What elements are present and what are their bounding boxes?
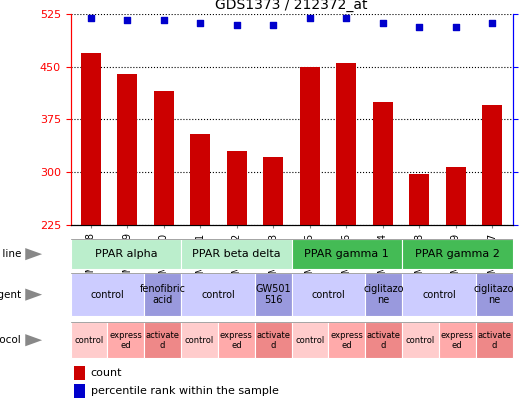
Bar bbox=[227, 151, 247, 383]
Text: express
ed: express ed bbox=[441, 330, 474, 350]
Point bbox=[342, 15, 350, 21]
Point bbox=[379, 19, 387, 26]
Text: cell line: cell line bbox=[0, 249, 21, 259]
Bar bbox=[476, 322, 513, 358]
Text: fenofibric
acid: fenofibric acid bbox=[140, 284, 186, 305]
Bar bbox=[373, 102, 393, 383]
Text: control: control bbox=[90, 290, 124, 300]
Bar bbox=[402, 322, 439, 358]
Text: PPAR beta delta: PPAR beta delta bbox=[192, 249, 281, 259]
Polygon shape bbox=[25, 288, 42, 301]
Text: control: control bbox=[295, 336, 325, 345]
Text: control: control bbox=[201, 290, 235, 300]
Point bbox=[86, 15, 95, 21]
Bar bbox=[476, 273, 513, 316]
Text: control: control bbox=[406, 336, 435, 345]
Text: percentile rank within the sample: percentile rank within the sample bbox=[90, 386, 279, 396]
Title: GDS1373 / 212372_at: GDS1373 / 212372_at bbox=[215, 0, 368, 12]
Bar bbox=[410, 174, 429, 383]
Bar bbox=[144, 273, 181, 316]
Text: agent: agent bbox=[0, 290, 21, 300]
Bar bbox=[71, 273, 144, 316]
Text: ciglitazo
ne: ciglitazo ne bbox=[363, 284, 404, 305]
Bar bbox=[190, 134, 210, 383]
Bar bbox=[255, 273, 292, 316]
Bar bbox=[402, 273, 476, 316]
Text: express
ed: express ed bbox=[331, 330, 363, 350]
Point bbox=[123, 17, 131, 24]
Text: activate
d: activate d bbox=[256, 330, 290, 350]
Bar bbox=[71, 322, 107, 358]
Text: express
ed: express ed bbox=[109, 330, 142, 350]
Bar bbox=[181, 322, 218, 358]
Point bbox=[196, 19, 204, 26]
Bar bbox=[292, 322, 328, 358]
Bar bbox=[439, 322, 476, 358]
Text: express
ed: express ed bbox=[220, 330, 253, 350]
Bar bbox=[365, 273, 402, 316]
Text: PPAR alpha: PPAR alpha bbox=[95, 249, 157, 259]
Text: control: control bbox=[422, 290, 456, 300]
Bar bbox=[107, 322, 144, 358]
Text: protocol: protocol bbox=[0, 335, 21, 345]
Text: count: count bbox=[90, 368, 122, 378]
Text: activate
d: activate d bbox=[367, 330, 401, 350]
Bar bbox=[446, 167, 466, 383]
Bar bbox=[181, 273, 255, 316]
Point bbox=[305, 15, 314, 21]
Bar bbox=[292, 239, 402, 269]
Bar bbox=[81, 53, 101, 383]
Text: GW501
516: GW501 516 bbox=[255, 284, 291, 305]
Point bbox=[488, 19, 497, 26]
Point bbox=[269, 21, 278, 28]
Bar bbox=[218, 322, 255, 358]
Bar bbox=[328, 322, 365, 358]
Bar bbox=[292, 273, 365, 316]
Bar bbox=[255, 322, 292, 358]
Bar bbox=[154, 92, 174, 383]
Text: activate
d: activate d bbox=[477, 330, 511, 350]
Point bbox=[233, 21, 241, 28]
Text: control: control bbox=[312, 290, 345, 300]
Bar bbox=[71, 239, 181, 269]
Bar bbox=[482, 105, 503, 383]
Bar bbox=[402, 239, 513, 269]
Bar bbox=[117, 74, 137, 383]
Polygon shape bbox=[25, 248, 42, 260]
Bar bbox=[144, 322, 181, 358]
Bar bbox=[365, 322, 402, 358]
Polygon shape bbox=[25, 334, 42, 346]
Point bbox=[415, 23, 424, 30]
Text: PPAR gamma 2: PPAR gamma 2 bbox=[415, 249, 500, 259]
Bar bbox=[181, 239, 292, 269]
Bar bbox=[263, 157, 283, 383]
Point bbox=[160, 17, 168, 24]
Text: control: control bbox=[185, 336, 214, 345]
Bar bbox=[74, 366, 85, 380]
Text: activate
d: activate d bbox=[146, 330, 180, 350]
Text: PPAR gamma 1: PPAR gamma 1 bbox=[304, 249, 389, 259]
Bar bbox=[300, 67, 320, 383]
Point bbox=[452, 23, 460, 30]
Text: ciglitazo
ne: ciglitazo ne bbox=[474, 284, 515, 305]
Bar bbox=[74, 384, 85, 398]
Bar bbox=[336, 63, 356, 383]
Text: control: control bbox=[74, 336, 104, 345]
